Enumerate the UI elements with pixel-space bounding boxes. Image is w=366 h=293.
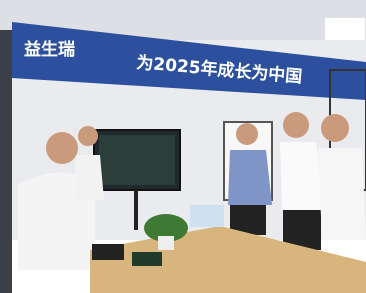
scene: 益生瑞 为2025年成长为中国 bbox=[0, 0, 366, 293]
brand-name: 益生瑞 bbox=[24, 39, 75, 60]
ceiling-light bbox=[325, 18, 365, 40]
water-bottles bbox=[190, 205, 224, 227]
tray bbox=[132, 252, 162, 266]
pillar bbox=[0, 30, 12, 293]
monitor-display bbox=[99, 135, 175, 185]
monitor-stand bbox=[134, 190, 138, 230]
keyboard bbox=[92, 244, 124, 260]
